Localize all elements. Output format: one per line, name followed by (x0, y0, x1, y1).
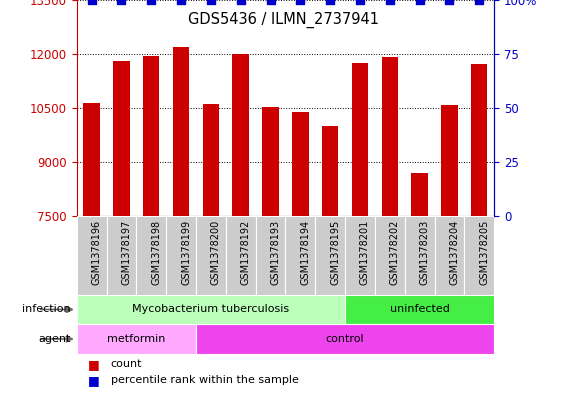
Bar (77, 324, 196, 354)
Point (475, 0, 484, 3)
Bar (345, 295, 494, 324)
Bar (226, 216, 256, 295)
Bar (113, 61, 130, 216)
Bar (315, 216, 345, 295)
Bar (345, 216, 375, 295)
Text: GSM1378201: GSM1378201 (360, 220, 370, 285)
Bar (292, 112, 308, 216)
Bar (232, 54, 249, 216)
Bar (435, 216, 465, 295)
Bar (375, 216, 404, 295)
Text: GSM1378205: GSM1378205 (479, 220, 489, 285)
Text: ■: ■ (88, 374, 100, 387)
Point (266, 0, 275, 3)
Point (356, 0, 365, 3)
Text: uninfected: uninfected (390, 305, 449, 314)
Bar (173, 47, 189, 216)
Text: percentile rank within the sample: percentile rank within the sample (111, 375, 299, 385)
Text: count: count (111, 359, 142, 369)
Point (385, 0, 394, 3)
Bar (286, 216, 315, 295)
Text: ■: ■ (88, 358, 100, 371)
Text: metformin: metformin (107, 334, 165, 344)
Text: GSM1378204: GSM1378204 (449, 220, 460, 285)
Text: GDS5436 / ILMN_2737941: GDS5436 / ILMN_2737941 (189, 12, 379, 28)
Text: agent: agent (39, 334, 71, 344)
Bar (256, 216, 286, 295)
Point (445, 0, 454, 3)
Bar (465, 216, 494, 295)
Point (177, 0, 186, 3)
Bar (405, 216, 435, 295)
Bar (107, 216, 136, 295)
Bar (143, 56, 160, 216)
Bar (166, 216, 196, 295)
Bar (77, 295, 345, 324)
Bar (77, 216, 107, 295)
Text: control: control (325, 334, 365, 344)
Text: Mycobacterium tuberculosis: Mycobacterium tuberculosis (132, 305, 290, 314)
Text: GSM1378193: GSM1378193 (270, 220, 281, 285)
Text: GSM1378194: GSM1378194 (300, 220, 310, 285)
Point (147, 0, 156, 3)
Bar (471, 64, 487, 216)
Text: GSM1378192: GSM1378192 (241, 220, 250, 285)
Bar (262, 107, 279, 216)
Text: infection: infection (22, 305, 71, 314)
Bar (83, 103, 100, 216)
Point (87, 0, 96, 3)
Bar (136, 216, 166, 295)
Point (117, 0, 126, 3)
Point (415, 0, 424, 3)
Text: GSM1378203: GSM1378203 (420, 220, 429, 285)
Text: GSM1378202: GSM1378202 (390, 220, 400, 285)
Bar (352, 63, 368, 216)
Text: GSM1378196: GSM1378196 (91, 220, 102, 285)
Text: GSM1378199: GSM1378199 (181, 220, 191, 285)
Point (325, 0, 335, 3)
Bar (411, 173, 428, 216)
Bar (322, 126, 339, 216)
Point (296, 0, 305, 3)
Bar (203, 104, 219, 216)
Point (206, 0, 215, 3)
Bar (382, 57, 398, 216)
Text: GSM1378195: GSM1378195 (330, 220, 340, 285)
Text: GSM1378198: GSM1378198 (151, 220, 161, 285)
Bar (196, 216, 226, 295)
Text: GSM1378197: GSM1378197 (122, 220, 131, 285)
Bar (196, 324, 494, 354)
Bar (441, 105, 458, 216)
Point (236, 0, 245, 3)
Text: GSM1378200: GSM1378200 (211, 220, 221, 285)
